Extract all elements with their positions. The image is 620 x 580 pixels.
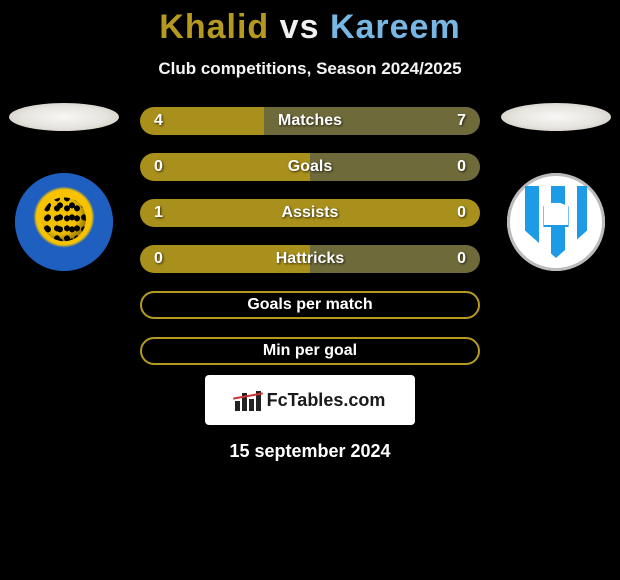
title-player1: Khalid	[159, 8, 269, 46]
title-player2: Kareem	[330, 8, 461, 46]
stat-label: Goals per match	[142, 296, 478, 314]
stat-label: Min per goal	[142, 342, 478, 360]
stat-row-goals-per-match: Goals per match	[140, 291, 480, 319]
stat-row-matches: 4Matches7	[140, 107, 480, 135]
comparison-card: Khalid vs Kareem Club competitions, Seas…	[0, 0, 620, 580]
subtitle: Club competitions, Season 2024/2025	[0, 59, 620, 79]
player2-column	[496, 107, 616, 271]
stats-column: 4Matches7 0Goals0 1Assists0 0Hattricks0 Goal…	[132, 107, 488, 365]
page-title: Khalid vs Kareem	[0, 8, 620, 47]
date-line: 15 september 2024	[229, 441, 390, 462]
player1-club-badge	[15, 173, 113, 271]
stat-row-assists: 1Assists0	[140, 199, 480, 227]
player2-photo	[501, 103, 611, 131]
player1-column	[4, 107, 124, 271]
footer-area: FcTables.com 15 september 2024	[0, 365, 620, 462]
stat-row-min-per-goal: Min per goal	[140, 337, 480, 365]
source-chart-icon	[235, 389, 261, 411]
player2-club-badge	[507, 173, 605, 271]
source-badge: FcTables.com	[205, 375, 415, 425]
stat-row-hattricks: 0Hattricks0	[140, 245, 480, 273]
source-text: FcTables.com	[267, 390, 386, 411]
main-row: 4Matches7 0Goals0 1Assists0 0Hattricks0 Goal…	[0, 107, 620, 365]
title-vs: vs	[280, 8, 320, 46]
player1-photo	[9, 103, 119, 131]
stat-row-goals: 0Goals0	[140, 153, 480, 181]
